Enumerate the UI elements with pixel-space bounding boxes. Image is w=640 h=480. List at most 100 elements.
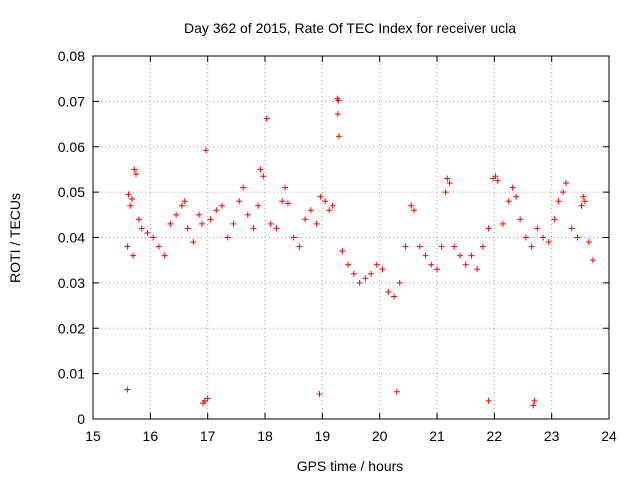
x-tick-label: 18: [257, 428, 273, 444]
data-point: [350, 270, 357, 277]
data-point: [585, 239, 592, 246]
data-point: [155, 243, 162, 250]
data-point: [219, 202, 225, 209]
data-point: [568, 225, 575, 232]
data-point: [438, 243, 445, 250]
data-point: [492, 173, 499, 180]
data-point: [255, 202, 262, 209]
data-point: [368, 270, 375, 277]
x-tick-label: 17: [200, 428, 216, 444]
data-point: [290, 234, 297, 241]
data-point: [224, 234, 231, 241]
data-point: [244, 211, 251, 218]
x-tick-label: 24: [601, 428, 617, 444]
data-point: [393, 388, 400, 395]
data-point: [250, 225, 257, 232]
data-point: [329, 202, 336, 209]
data-point: [485, 397, 492, 404]
data-point: [408, 202, 415, 209]
y-tick-label: 0.08: [58, 48, 85, 64]
data-point: [474, 266, 481, 273]
data-point: [385, 288, 392, 295]
data-point: [362, 275, 369, 282]
data-point: [213, 207, 220, 214]
data-point: [391, 293, 397, 300]
x-tick-label: 20: [372, 428, 388, 444]
y-tick-label: 0.03: [58, 275, 85, 291]
data-point: [551, 216, 558, 223]
data-point: [505, 198, 512, 205]
data-point: [279, 198, 286, 205]
data-point: [345, 261, 352, 268]
data-point: [273, 225, 280, 232]
data-point: [545, 239, 552, 246]
data-point: [202, 147, 209, 154]
data-point: [167, 220, 174, 227]
data-point: [322, 198, 329, 205]
y-tick-label: 0.02: [58, 320, 85, 336]
data-point: [444, 175, 451, 182]
data-point: [144, 229, 151, 236]
x-tick-label: 21: [429, 428, 445, 444]
data-point: [422, 252, 429, 259]
data-point: [513, 193, 520, 200]
data-point: [133, 170, 139, 177]
data-point: [178, 202, 185, 209]
data-point: [128, 195, 135, 202]
data-point: [563, 180, 569, 187]
grid: [93, 56, 609, 419]
data-point: [451, 243, 458, 250]
data-point: [302, 216, 309, 223]
plot-frame: [92, 55, 610, 420]
data-point: [150, 234, 157, 241]
data-point: [284, 200, 291, 207]
data-point: [257, 166, 264, 173]
y-tick-label: 0.07: [58, 93, 85, 109]
data-point: [334, 111, 341, 118]
data-points: [124, 95, 596, 409]
data-point: [135, 216, 142, 223]
data-point: [124, 386, 131, 393]
data-point: [282, 184, 289, 191]
data-point: [373, 261, 380, 268]
data-point: [316, 391, 323, 398]
data-point: [446, 180, 453, 187]
data-point: [161, 252, 168, 259]
data-point: [574, 234, 581, 241]
x-axis-label: GPS time / hours: [297, 458, 404, 474]
data-point: [335, 97, 342, 104]
data-point: [442, 189, 449, 196]
data-point: [589, 257, 596, 264]
y-tick-label: 0.04: [58, 230, 85, 246]
data-point: [434, 266, 440, 273]
data-point: [522, 234, 529, 241]
data-point: [509, 184, 516, 191]
data-point: [494, 177, 501, 184]
y-axis-label: ROTI / TECUs: [7, 193, 23, 283]
data-point: [580, 193, 587, 200]
y-tick-label: 0.06: [58, 139, 85, 155]
data-point: [555, 198, 562, 205]
data-point: [379, 266, 386, 273]
data-point: [181, 198, 188, 205]
data-point: [411, 207, 418, 214]
data-point: [416, 243, 423, 250]
data-point: [307, 207, 314, 214]
data-point: [240, 184, 247, 191]
data-point: [130, 252, 137, 259]
data-point: [125, 191, 132, 198]
data-point: [456, 252, 463, 259]
data-point: [356, 279, 363, 286]
data-point: [468, 252, 475, 259]
data-point: [313, 220, 320, 227]
data-point: [196, 211, 203, 218]
data-point: [517, 216, 524, 223]
data-point: [236, 198, 243, 205]
y-tick-label: 0.01: [58, 366, 85, 382]
data-point: [428, 261, 435, 268]
axis-ticks: 15 16 17 18 19 20 21 22 23 24 0 0.01 0.02 0.03 0.04 0.0…: [58, 48, 617, 444]
data-point: [396, 279, 403, 286]
data-point: [127, 202, 134, 209]
data-point: [534, 225, 541, 232]
data-point: [335, 133, 342, 140]
